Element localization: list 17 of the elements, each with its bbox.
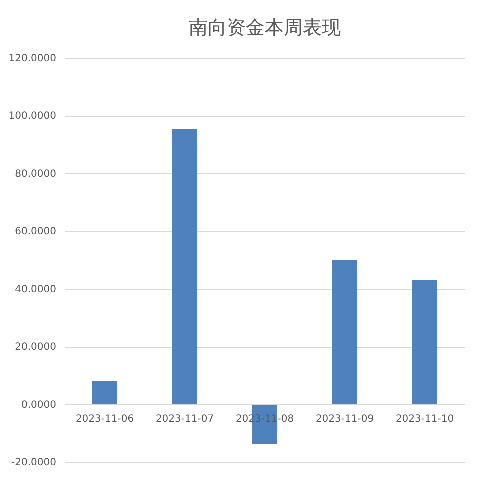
x-tick-label: 2023-11-09 [316,414,374,425]
x-tick-label: 2023-11-07 [156,414,214,425]
y-tick-label: 120.0000 [8,54,56,64]
y-tick-label: 40.0000 [15,284,56,296]
y-tick-label: 20.0000 [15,342,56,354]
y-tick-label: -20.0000 [12,458,56,468]
bar [412,280,438,404]
y-tick-label: 100.0000 [8,111,56,122]
bar [92,381,118,404]
bar [172,129,198,404]
y-tick-label: 0.0000 [22,400,56,411]
chart-title: 南向资金本周表现 [189,17,341,39]
x-tick-label: 2023-11-10 [396,414,454,425]
x-tick-label: 2023-11-06 [76,414,134,425]
y-tick-label: 80.0000 [15,168,56,180]
bar [332,260,358,404]
y-tick-label: 60.0000 [15,226,56,238]
